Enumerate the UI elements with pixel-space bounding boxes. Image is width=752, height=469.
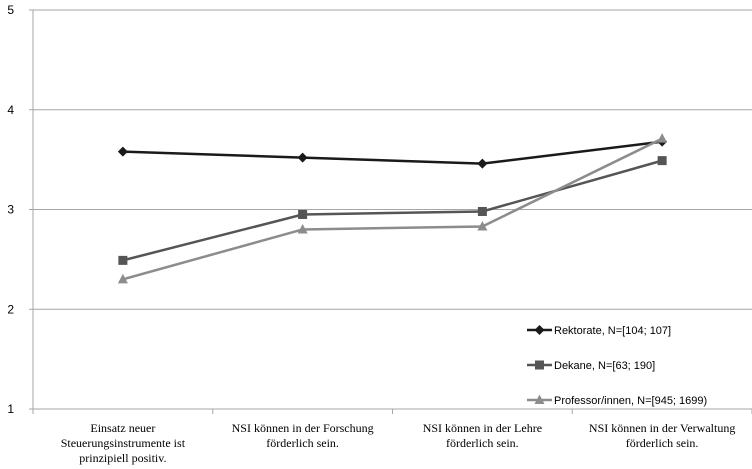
y-tick-label: 3 bbox=[7, 203, 14, 217]
y-tick-label: 4 bbox=[7, 103, 14, 117]
data-point bbox=[297, 223, 308, 234]
data-point bbox=[477, 206, 487, 216]
series-line bbox=[122, 140, 663, 165]
data-point bbox=[477, 158, 488, 169]
legend-swatch-marker bbox=[534, 394, 545, 404]
data-point bbox=[657, 156, 667, 166]
legend-item: Dekane, N=[63; 190] bbox=[527, 360, 655, 372]
x-tick-labels: Einsatz neuer Steuerungsinstrumente ist pr… bbox=[61, 421, 736, 465]
x-tick-label: NSI können in der Forschung förderlich se… bbox=[232, 421, 374, 450]
x-tick-label: NSI können in der Verwaltung förderlich s… bbox=[589, 421, 735, 450]
legend-label: Professor/innen, N=[945; 1699) bbox=[554, 395, 707, 407]
data-point bbox=[657, 133, 668, 143]
data-point bbox=[117, 146, 128, 157]
y-tick-label: 1 bbox=[7, 402, 14, 416]
data-point bbox=[117, 273, 128, 284]
data-point bbox=[298, 209, 308, 219]
y-tick-labels: 1 2 3 4 5 bbox=[7, 3, 14, 416]
y-tick-label: 5 bbox=[7, 3, 14, 17]
legend-label: Dekane, N=[63; 190] bbox=[554, 360, 655, 372]
series-line bbox=[122, 159, 663, 262]
series-3 bbox=[117, 133, 668, 284]
y-tick-label: 2 bbox=[7, 302, 14, 316]
series-2 bbox=[118, 156, 667, 265]
x-tick-label: NSI können in der Lehre förderlich sein. bbox=[423, 421, 542, 450]
data-point bbox=[118, 255, 128, 265]
legend: Rektorate, N=[104; 107] Dekane, N=[63; 19… bbox=[527, 325, 707, 407]
data-point bbox=[477, 220, 488, 231]
series-line bbox=[122, 137, 663, 281]
legend-swatch-marker bbox=[535, 360, 544, 370]
series-lines bbox=[117, 133, 668, 284]
x-tick-label: Einsatz neuer Steuerungsinstrumente ist pr… bbox=[61, 421, 186, 465]
series-1 bbox=[117, 136, 668, 169]
gridlines bbox=[33, 9, 752, 310]
data-point bbox=[297, 152, 308, 163]
legend-swatch-marker bbox=[534, 325, 545, 335]
axes bbox=[29, 9, 752, 414]
legend-item: Rektorate, N=[104; 107] bbox=[527, 325, 671, 337]
legend-item: Professor/innen, N=[945; 1699) bbox=[527, 394, 707, 407]
legend-label: Rektorate, N=[104; 107] bbox=[554, 325, 671, 337]
